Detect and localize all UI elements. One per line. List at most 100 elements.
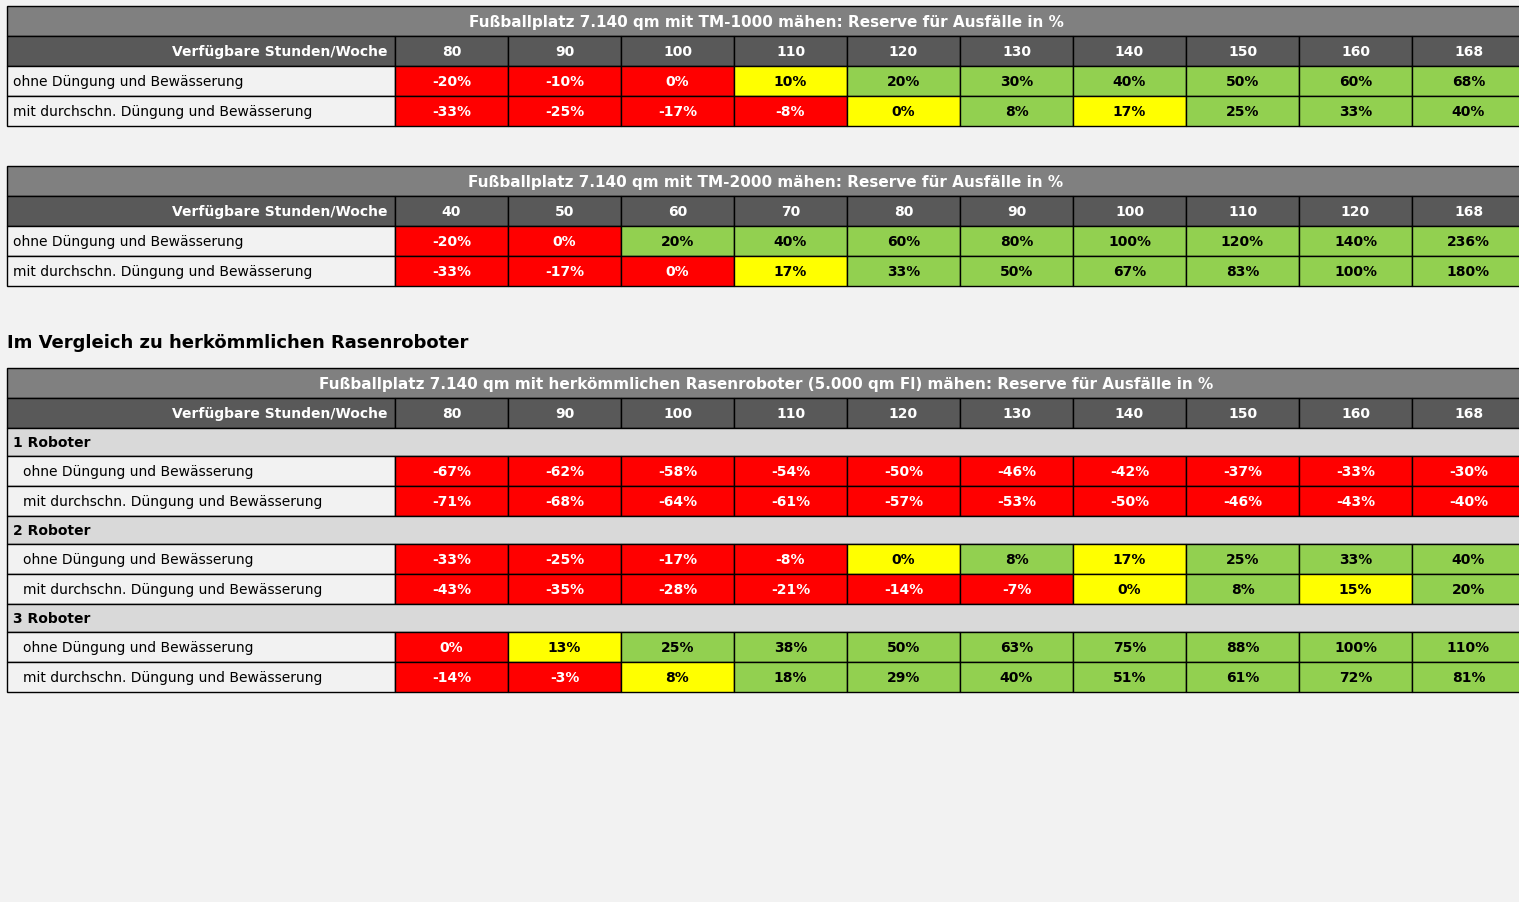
- Bar: [507, 662, 621, 692]
- Text: 140: 140: [1115, 45, 1144, 59]
- Text: mit durchschn. Düngung und Bewässerung: mit durchschn. Düngung und Bewässerung: [23, 494, 322, 509]
- Text: 110: 110: [776, 45, 805, 59]
- Bar: [1413, 97, 1519, 127]
- Text: -33%: -33%: [1337, 465, 1375, 478]
- Text: -67%: -67%: [431, 465, 471, 478]
- Text: -20%: -20%: [431, 75, 471, 89]
- Bar: [1072, 545, 1186, 575]
- Text: 17%: 17%: [1113, 552, 1147, 566]
- Bar: [734, 486, 848, 517]
- Text: Fußballplatz 7.140 qm mit herkömmlichen Rasenroboter (5.000 qm Fl) mähen: Reserv: Fußballplatz 7.140 qm mit herkömmlichen …: [319, 376, 1214, 391]
- Text: 88%: 88%: [1226, 640, 1259, 654]
- Bar: [734, 67, 848, 97]
- Text: -64%: -64%: [658, 494, 697, 509]
- Text: 75%: 75%: [1113, 640, 1147, 654]
- Text: 90: 90: [554, 407, 574, 420]
- Bar: [1299, 456, 1413, 486]
- Bar: [395, 67, 507, 97]
- Text: 130: 130: [1003, 407, 1031, 420]
- Bar: [1186, 257, 1299, 287]
- Bar: [1072, 662, 1186, 692]
- Text: -43%: -43%: [1335, 494, 1375, 509]
- Text: 0%: 0%: [553, 235, 576, 249]
- Text: 110%: 110%: [1448, 640, 1490, 654]
- Text: -40%: -40%: [1449, 494, 1489, 509]
- Text: -33%: -33%: [431, 105, 471, 119]
- Text: 40%: 40%: [1113, 75, 1147, 89]
- Bar: [1299, 545, 1413, 575]
- Bar: [395, 97, 507, 127]
- Bar: [8, 7, 1519, 37]
- Text: -58%: -58%: [658, 465, 697, 478]
- Bar: [1299, 226, 1413, 257]
- Text: -33%: -33%: [431, 552, 471, 566]
- Text: 8%: 8%: [1004, 552, 1028, 566]
- Bar: [960, 662, 1072, 692]
- Text: 100: 100: [662, 45, 693, 59]
- Bar: [395, 632, 507, 662]
- Bar: [621, 67, 734, 97]
- Bar: [8, 257, 395, 287]
- Bar: [848, 632, 960, 662]
- Bar: [621, 486, 734, 517]
- Bar: [621, 197, 734, 226]
- Bar: [1186, 67, 1299, 97]
- Text: -35%: -35%: [545, 583, 585, 596]
- Text: 20%: 20%: [887, 75, 921, 89]
- Text: 50%: 50%: [887, 640, 921, 654]
- Bar: [1186, 545, 1299, 575]
- Bar: [507, 97, 621, 127]
- Text: 8%: 8%: [1230, 583, 1255, 596]
- Bar: [621, 456, 734, 486]
- Text: 20%: 20%: [1452, 583, 1486, 596]
- Text: 90: 90: [1007, 205, 1027, 219]
- Text: 150: 150: [1227, 45, 1258, 59]
- Bar: [960, 632, 1072, 662]
- Text: -8%: -8%: [776, 552, 805, 566]
- Bar: [1413, 226, 1519, 257]
- Text: 0%: 0%: [665, 264, 690, 279]
- Bar: [1072, 37, 1186, 67]
- Text: mit durchschn. Düngung und Bewässerung: mit durchschn. Düngung und Bewässerung: [23, 670, 322, 685]
- Text: 17%: 17%: [773, 264, 807, 279]
- Text: 50%: 50%: [1000, 264, 1033, 279]
- Text: 160: 160: [1341, 407, 1370, 420]
- Bar: [1072, 486, 1186, 517]
- Text: -46%: -46%: [996, 465, 1036, 478]
- Bar: [507, 456, 621, 486]
- Bar: [395, 226, 507, 257]
- Bar: [8, 67, 395, 97]
- Text: 130: 130: [1003, 45, 1031, 59]
- Bar: [1413, 197, 1519, 226]
- Text: 80: 80: [893, 205, 913, 219]
- Bar: [507, 486, 621, 517]
- Text: 90: 90: [554, 45, 574, 59]
- Bar: [8, 226, 395, 257]
- Text: 80: 80: [442, 45, 462, 59]
- Text: 13%: 13%: [548, 640, 582, 654]
- Text: 50: 50: [554, 205, 574, 219]
- Text: -28%: -28%: [658, 583, 697, 596]
- Bar: [507, 197, 621, 226]
- Bar: [1299, 399, 1413, 428]
- Bar: [8, 517, 1519, 545]
- Bar: [848, 257, 960, 287]
- Text: 3 Roboter: 3 Roboter: [14, 612, 90, 625]
- Text: 25%: 25%: [1226, 105, 1259, 119]
- Text: -68%: -68%: [545, 494, 585, 509]
- Text: -33%: -33%: [431, 264, 471, 279]
- Bar: [1072, 575, 1186, 604]
- Text: 51%: 51%: [1113, 670, 1147, 685]
- Text: mit durchschn. Düngung und Bewässerung: mit durchschn. Düngung und Bewässerung: [14, 105, 313, 119]
- Text: 40%: 40%: [1000, 670, 1033, 685]
- Bar: [621, 399, 734, 428]
- Text: 0%: 0%: [892, 105, 916, 119]
- Text: -37%: -37%: [1223, 465, 1262, 478]
- Bar: [848, 486, 960, 517]
- Bar: [507, 37, 621, 67]
- Bar: [621, 226, 734, 257]
- Bar: [734, 575, 848, 604]
- Text: 8%: 8%: [665, 670, 690, 685]
- Bar: [1072, 197, 1186, 226]
- Bar: [734, 197, 848, 226]
